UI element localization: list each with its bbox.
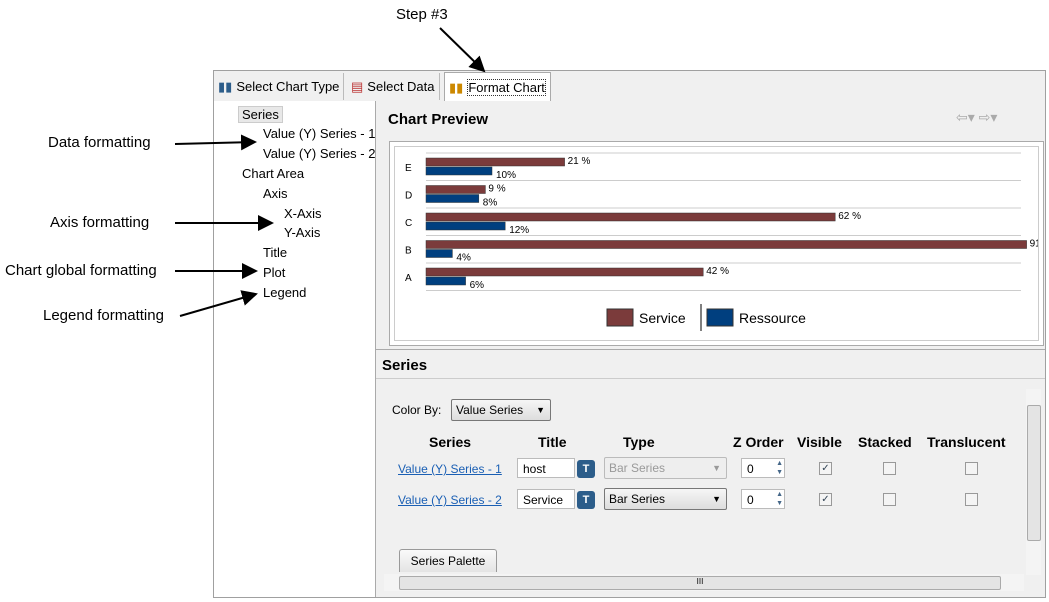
category-label: E xyxy=(405,163,412,174)
data-label: 10% xyxy=(496,170,516,181)
bar-ressource-D xyxy=(425,194,480,203)
series-title-input[interactable]: host xyxy=(517,458,575,478)
translucent-checkbox[interactable] xyxy=(965,493,978,506)
tree-x-axis[interactable]: X-Axis xyxy=(284,206,322,221)
bar-ressource-C xyxy=(425,221,506,231)
tree-y-axis[interactable]: Y-Axis xyxy=(284,225,321,240)
tree-series[interactable]: Series xyxy=(238,106,283,123)
annotation-legend: Legend formatting xyxy=(43,307,164,324)
annotation-step: Step #3 xyxy=(396,6,448,23)
bar-service-E xyxy=(425,157,565,167)
header-visible: Visible xyxy=(797,434,842,450)
data-label: 9 % xyxy=(488,184,505,195)
z-order-stepper[interactable]: 0 ▲ ▼ xyxy=(741,489,785,509)
color-by-select[interactable]: Value Series ▼ xyxy=(451,399,551,421)
visible-checkbox[interactable]: ✓ xyxy=(819,493,832,506)
category-label: B xyxy=(405,246,412,257)
visible-checkbox[interactable]: ✓ xyxy=(819,462,832,475)
back-icon[interactable]: ⇦▾ xyxy=(956,109,975,125)
arrow-step xyxy=(439,27,486,73)
series-link[interactable]: Value (Y) Series - 1 xyxy=(398,462,502,476)
data-label: 12% xyxy=(509,225,529,236)
vertical-scrollbar[interactable] xyxy=(1026,389,1041,575)
tab-select-data[interactable]: ▤ Select Data xyxy=(347,73,440,100)
bar-ressource-A xyxy=(425,276,466,286)
series-title-input[interactable]: Service xyxy=(517,489,575,509)
stacked-checkbox[interactable] xyxy=(883,493,896,506)
category-label: C xyxy=(405,218,412,229)
header-series: Series xyxy=(429,434,472,450)
arrow-data xyxy=(174,134,257,151)
bar-chart: A42 %6%B91 %4%C62 %12%D9 %8%E21 %10%Serv… xyxy=(405,152,1049,331)
annotation-axis: Axis formatting xyxy=(50,214,150,231)
tree-series-1[interactable]: Value (Y) Series - 1 xyxy=(263,126,376,141)
data-label: 4% xyxy=(456,253,471,264)
header-translucent: Translucent xyxy=(927,434,1006,450)
series-palette-tab[interactable]: Series Palette xyxy=(399,549,497,572)
data-label: 21 % xyxy=(568,156,591,167)
chart-type-icon: ▮▮ xyxy=(218,78,233,94)
data-label: 6% xyxy=(470,280,485,291)
data-label: 42 % xyxy=(706,266,729,277)
chart-preview: A42 %6%B91 %4%C62 %12%D9 %8%E21 %10%Serv… xyxy=(389,141,1049,346)
tree-series-2[interactable]: Value (Y) Series - 2 xyxy=(263,146,376,161)
bar-service-D xyxy=(425,185,486,194)
select-data-icon: ▤ xyxy=(351,78,364,94)
translucent-checkbox[interactable] xyxy=(965,462,978,475)
z-order-stepper[interactable]: 0 ▲ ▼ xyxy=(741,458,785,478)
data-label: 8% xyxy=(483,198,498,209)
chart-preview-title: Chart Preview xyxy=(388,111,489,128)
bar-ressource-B xyxy=(425,249,453,258)
bar-service-B xyxy=(425,240,1027,249)
legend-label: Ressource xyxy=(739,310,806,326)
tree-plot[interactable]: Plot xyxy=(263,265,286,280)
series-section-title: Series xyxy=(382,357,428,374)
horizontal-scrollbar[interactable]: III xyxy=(384,574,1024,591)
stacked-checkbox[interactable] xyxy=(883,462,896,475)
category-label: D xyxy=(405,191,412,202)
bar-service-A xyxy=(425,267,704,277)
header-title: Title xyxy=(538,434,567,450)
header-stacked: Stacked xyxy=(858,434,912,450)
bar-service-C xyxy=(425,212,836,222)
text-format-icon[interactable]: T xyxy=(577,491,595,509)
text-format-icon[interactable]: T xyxy=(577,460,595,478)
tree-legend[interactable]: Legend xyxy=(263,285,307,300)
forward-icon[interactable]: ⇨▾ xyxy=(978,109,998,125)
series-type-select[interactable]: Bar Series ▼ xyxy=(604,488,727,510)
category-label: A xyxy=(405,273,412,284)
tree-axis[interactable]: Axis xyxy=(263,186,288,201)
series-link[interactable]: Value (Y) Series - 2 xyxy=(398,493,502,507)
chart-wizard-window: ▮▮ Select Chart Type ▤ Select Data ▮▮ Forma… xyxy=(213,70,1049,598)
header-type: Type xyxy=(623,434,655,450)
nav-arrows[interactable]: ⇦▾ ⇨▾ xyxy=(956,109,997,126)
tree-title[interactable]: Title xyxy=(263,245,288,260)
format-chart-icon: ▮▮ xyxy=(449,79,464,95)
arrow-legend xyxy=(179,290,258,317)
tab-select-chart-type[interactable]: ▮▮ Select Chart Type xyxy=(214,73,345,100)
legend-label: Service xyxy=(639,310,686,326)
color-by-label: Color By: xyxy=(392,403,442,417)
annotation-data: Data formatting xyxy=(48,134,151,151)
tab-format-chart[interactable]: ▮▮ Format Chart xyxy=(444,72,551,102)
legend-swatch-service xyxy=(606,308,634,327)
format-tree: Series Value (Y) Series - 1 Value (Y) Se… xyxy=(214,101,376,597)
data-label: 62 % xyxy=(838,211,861,222)
bar-ressource-E xyxy=(425,166,493,176)
format-panel: Chart Preview ⇦▾ ⇨▾ A42 %6%B91 %4%C62 %1… xyxy=(376,101,1049,597)
annotation-global: Chart global formatting xyxy=(5,262,157,279)
header-z-order: Z Order xyxy=(733,434,784,450)
tree-chart-area[interactable]: Chart Area xyxy=(242,166,305,181)
legend-swatch-ressource xyxy=(706,308,734,327)
series-type-select[interactable]: Bar Series ▼ xyxy=(604,457,727,479)
